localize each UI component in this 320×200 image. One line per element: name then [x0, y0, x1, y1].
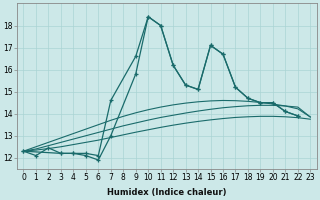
X-axis label: Humidex (Indice chaleur): Humidex (Indice chaleur): [107, 188, 227, 197]
